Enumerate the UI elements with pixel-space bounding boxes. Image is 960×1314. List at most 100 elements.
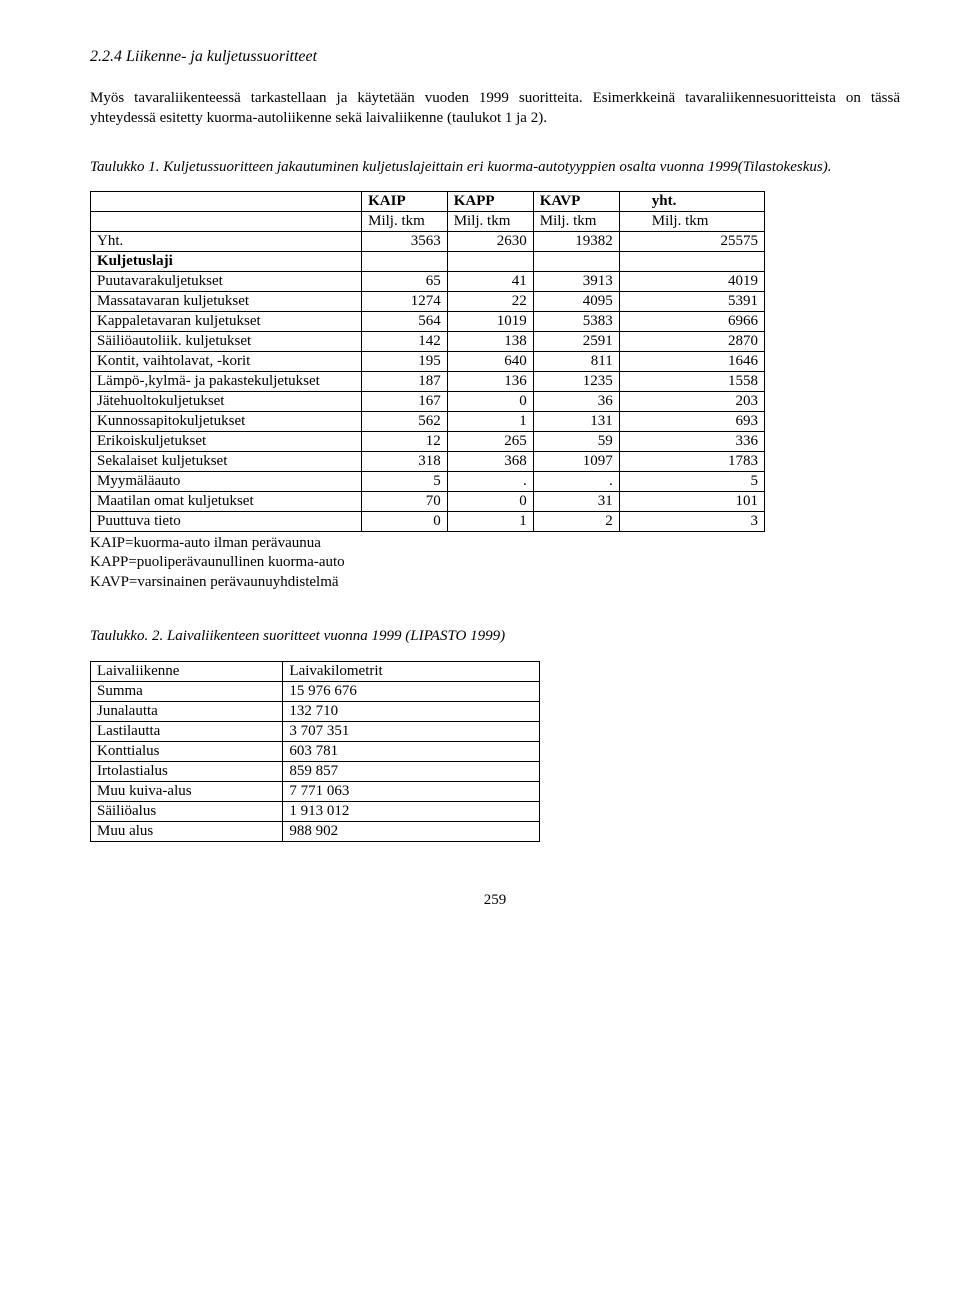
row-label: Maatilan omat kuljetukset <box>91 491 362 511</box>
table1-subheader-empty <box>91 211 362 231</box>
table1-header-kaip: KAIP <box>362 191 448 211</box>
table-row: Jätehuoltokuljetukset167036203 <box>91 391 765 411</box>
table1: KAIP KAPP KAVP yht. Milj. tkm Milj. tkm … <box>90 191 765 532</box>
row-c4: 693 <box>619 411 764 431</box>
row-c2: 859 857 <box>283 761 540 781</box>
page-number: 259 <box>90 892 900 909</box>
table-row: Lastilautta3 707 351 <box>91 721 540 741</box>
section-heading: 2.2.4 Liikenne- ja kuljetussuoritteet <box>90 48 900 66</box>
row-c3: 1235 <box>533 371 619 391</box>
table1-kl-c2 <box>447 251 533 271</box>
row-c2: 988 902 <box>283 821 540 841</box>
table1-header-empty <box>91 191 362 211</box>
table1-legend: KAIP=kuorma-auto ilman perävaunua KAPP=p… <box>90 534 900 593</box>
row-label: Erikoiskuljetukset <box>91 431 362 451</box>
row-label: Säiliöautoliik. kuljetukset <box>91 331 362 351</box>
row-label: Kontit, vaihtolavat, -korit <box>91 351 362 371</box>
row-label: Sekalaiset kuljetukset <box>91 451 362 471</box>
table-row: Kunnossapitokuljetukset5621131693 <box>91 411 765 431</box>
table1-header-row: KAIP KAPP KAVP yht. <box>91 191 765 211</box>
row-c2: 1 <box>447 511 533 531</box>
row-c2: 15 976 676 <box>283 681 540 701</box>
legend-kaip: KAIP=kuorma-auto ilman perävaunua <box>90 534 900 554</box>
table1-kuljetuslaji-row: Kuljetuslaji <box>91 251 765 271</box>
row-c4: 2870 <box>619 331 764 351</box>
row-c4: 101 <box>619 491 764 511</box>
table1-kl-c1 <box>362 251 448 271</box>
table1-sub-c1: Milj. tkm <box>362 211 448 231</box>
row-c1: 5 <box>362 471 448 491</box>
row-c4: 5391 <box>619 291 764 311</box>
table1-yht-c3: 19382 <box>533 231 619 251</box>
table-row: Puutavarakuljetukset654139134019 <box>91 271 765 291</box>
table2: Laivaliikenne Laivakilometrit Summa15 97… <box>90 661 540 842</box>
row-c1: Irtolastialus <box>91 761 283 781</box>
row-c3: 31 <box>533 491 619 511</box>
table-row: Myymäläauto5..5 <box>91 471 765 491</box>
row-label: Lämpö-,kylmä- ja pakastekuljetukset <box>91 371 362 391</box>
row-c2: 368 <box>447 451 533 471</box>
table-row: Summa15 976 676 <box>91 681 540 701</box>
row-c3: 1097 <box>533 451 619 471</box>
row-c2: 0 <box>447 391 533 411</box>
row-c1: Lastilautta <box>91 721 283 741</box>
row-c2: 22 <box>447 291 533 311</box>
row-c3: 59 <box>533 431 619 451</box>
table-row: Lämpö-,kylmä- ja pakastekuljetukset18713… <box>91 371 765 391</box>
row-c4: 1646 <box>619 351 764 371</box>
row-c1: Muu kuiva-alus <box>91 781 283 801</box>
table-row: Kontit, vaihtolavat, -korit1956408111646 <box>91 351 765 371</box>
row-c2: 7 771 063 <box>283 781 540 801</box>
table1-sub-c2: Milj. tkm <box>447 211 533 231</box>
row-c2: 41 <box>447 271 533 291</box>
row-c1: 564 <box>362 311 448 331</box>
row-c4: 3 <box>619 511 764 531</box>
row-c2: 1 <box>447 411 533 431</box>
table-row: Muu kuiva-alus7 771 063 <box>91 781 540 801</box>
legend-kapp: KAPP=puoliperävaunullinen kuorma-auto <box>90 553 900 573</box>
table1-kl-c3 <box>533 251 619 271</box>
row-c2: 132 710 <box>283 701 540 721</box>
table-row: Maatilan omat kuljetukset70031101 <box>91 491 765 511</box>
row-c1: 187 <box>362 371 448 391</box>
table1-sub-c4: Milj. tkm <box>619 211 764 231</box>
table1-header-yht: yht. <box>619 191 764 211</box>
row-c1: 195 <box>362 351 448 371</box>
table-row: Massatavaran kuljetukset12742240955391 <box>91 291 765 311</box>
row-c2: 1019 <box>447 311 533 331</box>
table1-yht-c4: 25575 <box>619 231 764 251</box>
table1-kl-c4 <box>619 251 764 271</box>
row-c2: 265 <box>447 431 533 451</box>
row-label: Kunnossapitokuljetukset <box>91 411 362 431</box>
row-label: Puuttuva tieto <box>91 511 362 531</box>
table-row: Irtolastialus859 857 <box>91 761 540 781</box>
row-c3: 2591 <box>533 331 619 351</box>
row-label: Massatavaran kuljetukset <box>91 291 362 311</box>
row-c2: 3 707 351 <box>283 721 540 741</box>
row-c2: 1 913 012 <box>283 801 540 821</box>
table-row: Junalautta132 710 <box>91 701 540 721</box>
row-c4: 4019 <box>619 271 764 291</box>
table2-caption: Taulukko. 2. Laivaliikenteen suoritteet … <box>90 626 900 646</box>
row-c1: 70 <box>362 491 448 511</box>
row-c3: 5383 <box>533 311 619 331</box>
row-c4: 336 <box>619 431 764 451</box>
table1-yht-c2: 2630 <box>447 231 533 251</box>
row-c1: 318 <box>362 451 448 471</box>
row-c3: 36 <box>533 391 619 411</box>
row-c1: Summa <box>91 681 283 701</box>
row-c4: 5 <box>619 471 764 491</box>
table-row: Erikoiskuljetukset1226559336 <box>91 431 765 451</box>
table1-caption: Taulukko 1. Kuljetussuoritteen jakautumi… <box>90 157 900 177</box>
row-label: Myymäläauto <box>91 471 362 491</box>
table1-yht-c1: 3563 <box>362 231 448 251</box>
row-label: Kappaletavaran kuljetukset <box>91 311 362 331</box>
row-c4: 203 <box>619 391 764 411</box>
row-label: Jätehuoltokuljetukset <box>91 391 362 411</box>
table1-sub-c3: Milj. tkm <box>533 211 619 231</box>
table-row: Säiliöautoliik. kuljetukset1421382591287… <box>91 331 765 351</box>
table1-header-kavp: KAVP <box>533 191 619 211</box>
row-c2: 640 <box>447 351 533 371</box>
row-c3: . <box>533 471 619 491</box>
row-c3: 3913 <box>533 271 619 291</box>
